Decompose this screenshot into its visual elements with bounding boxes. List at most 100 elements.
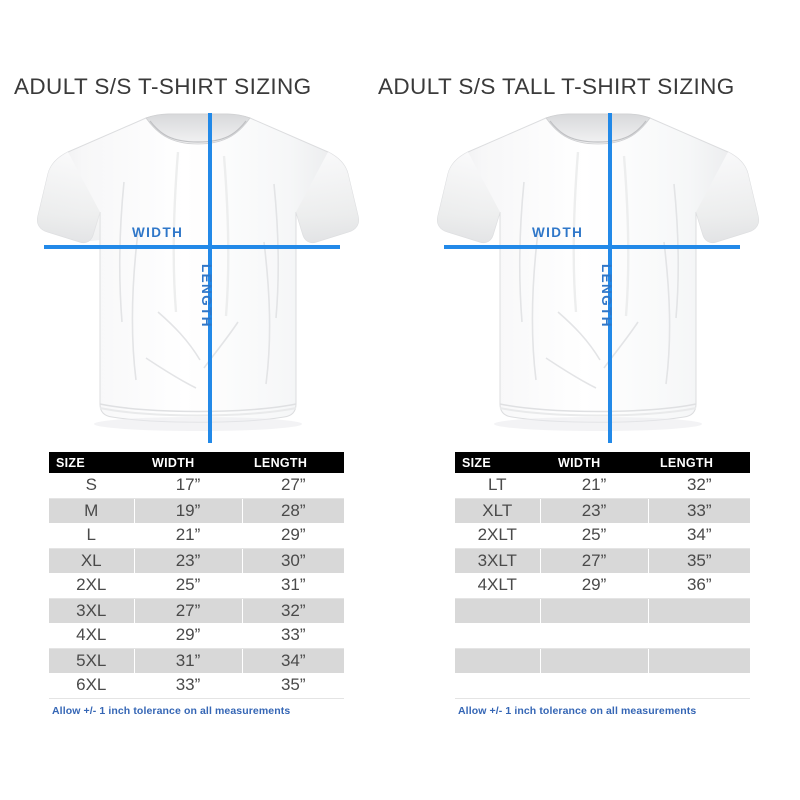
shirt-panel-adult-ss: WIDTH LENGTH <box>28 112 368 448</box>
length-label: LENGTH <box>599 264 614 328</box>
table-row: L 21” 29” <box>49 523 344 549</box>
column-header-width: WIDTH <box>540 452 648 473</box>
cell-width: 25” <box>134 573 243 599</box>
cell-length: 29” <box>242 523 344 549</box>
table-row: 2XL 25” 31” <box>49 573 344 599</box>
cell-size: XL <box>49 548 135 573</box>
cell-size: 3XL <box>49 598 135 623</box>
cell-width: 25” <box>540 523 649 549</box>
cell-size: 6XL <box>49 673 135 699</box>
cell-length <box>648 623 750 649</box>
cell-width: 29” <box>134 623 243 649</box>
cell-length: 28” <box>242 498 344 523</box>
table-row <box>455 673 750 699</box>
cell-length: 33” <box>648 498 750 523</box>
cell-length: 27” <box>242 473 344 499</box>
table-header-row: SIZE WIDTH LENGTH <box>49 452 344 473</box>
cell-length: 33” <box>242 623 344 649</box>
table-row: XL 23” 30” <box>49 548 344 573</box>
table-row: 6XL 33” 35” <box>49 673 344 699</box>
cell-width: 31” <box>134 648 243 673</box>
length-guide-line <box>608 113 612 443</box>
cell-size: XLT <box>455 498 541 523</box>
cell-width: 23” <box>134 548 243 573</box>
table-row: M 19” 28” <box>49 498 344 523</box>
table-row: LT 21” 32” <box>455 473 750 499</box>
cell-width <box>540 623 649 649</box>
page-title-adult-ss-tall: ADULT S/S TALL T-SHIRT SIZING <box>378 74 735 99</box>
cell-size: 4XLT <box>455 573 541 599</box>
width-label: WIDTH <box>532 225 584 240</box>
cell-length: 34” <box>242 648 344 673</box>
cell-length: 30” <box>242 548 344 573</box>
table-body: LT 21” 32” XLT 23” 33” 2XLT 25” 34” 3XLT 27” 35” 4XL… <box>455 473 750 699</box>
page-title-adult-ss: ADULT S/S T-SHIRT SIZING <box>14 74 312 99</box>
table-header: SIZE WIDTH LENGTH <box>455 452 750 473</box>
cell-size: LT <box>455 473 541 499</box>
cell-length: 32” <box>242 598 344 623</box>
cell-width: 27” <box>134 598 243 623</box>
cell-size <box>455 673 541 699</box>
cell-length <box>648 598 750 623</box>
cell-length: 31” <box>242 573 344 599</box>
width-guide-line <box>444 245 740 249</box>
width-guide-line <box>44 245 340 249</box>
length-label: LENGTH <box>199 264 214 328</box>
cell-length <box>648 648 750 673</box>
cell-width: 21” <box>134 523 243 549</box>
table-row: S 17” 27” <box>49 473 344 499</box>
table-body: S 17” 27” M 19” 28” L 21” 29” XL 23” 30” 2XL 25” 31” 3X… <box>49 473 344 699</box>
column-header-length: LENGTH <box>648 452 750 473</box>
tolerance-note-right: Allow +/- 1 inch tolerance on all measur… <box>458 705 697 717</box>
size-table-adult-ss-tall: SIZE WIDTH LENGTH LT 21” 32” XLT 23” 33” 2XLT 2… <box>455 452 750 699</box>
tshirt-icon <box>37 113 359 431</box>
table-row: XLT 23” 33” <box>455 498 750 523</box>
cell-length <box>648 673 750 699</box>
cell-length: 35” <box>242 673 344 699</box>
cell-width: 33” <box>134 673 243 699</box>
cell-size: 3XLT <box>455 548 541 573</box>
column-header-size: SIZE <box>49 452 134 473</box>
size-table: SIZE WIDTH LENGTH S 17” 27” M 19” 28” L 21” 29” X… <box>49 452 344 699</box>
cell-size: L <box>49 523 135 549</box>
cell-size: 2XLT <box>455 523 541 549</box>
cell-length: 32” <box>648 473 750 499</box>
chart-titles: ADULT S/S T-SHIRT SIZING ADULT S/S TALL … <box>0 74 800 108</box>
table-row: 5XL 31” 34” <box>49 648 344 673</box>
cell-length: 36” <box>648 573 750 599</box>
cell-width <box>540 648 649 673</box>
cell-size: 4XL <box>49 623 135 649</box>
table-row: 2XLT 25” 34” <box>455 523 750 549</box>
table-row: 4XL 29” 33” <box>49 623 344 649</box>
length-guide-line <box>208 113 212 443</box>
cell-size <box>455 598 541 623</box>
column-header-length: LENGTH <box>242 452 344 473</box>
cell-width: 29” <box>540 573 649 599</box>
table-row: 3XLT 27” 35” <box>455 548 750 573</box>
column-header-width: WIDTH <box>134 452 242 473</box>
cell-width: 21” <box>540 473 649 499</box>
cell-size <box>455 648 541 673</box>
cell-length: 34” <box>648 523 750 549</box>
shirt-illustration-left: WIDTH LENGTH <box>28 112 368 448</box>
cell-width <box>540 673 649 699</box>
cell-size: 2XL <box>49 573 135 599</box>
width-label: WIDTH <box>132 225 184 240</box>
cell-width <box>540 598 649 623</box>
cell-size: M <box>49 498 135 523</box>
tolerance-note-left: Allow +/- 1 inch tolerance on all measur… <box>52 705 291 717</box>
shirt-panel-adult-ss-tall: WIDTH LENGTH <box>428 112 768 448</box>
table-row: 4XLT 29” 36” <box>455 573 750 599</box>
shirt-illustration-right: WIDTH LENGTH <box>428 112 768 448</box>
table-row <box>455 598 750 623</box>
cell-size: S <box>49 473 135 499</box>
tshirt-icon <box>437 113 759 431</box>
cell-length: 35” <box>648 548 750 573</box>
size-table: SIZE WIDTH LENGTH LT 21” 32” XLT 23” 33” 2XLT 2… <box>455 452 750 699</box>
table-row <box>455 623 750 649</box>
cell-size <box>455 623 541 649</box>
cell-width: 19” <box>134 498 243 523</box>
table-header-row: SIZE WIDTH LENGTH <box>455 452 750 473</box>
cell-size: 5XL <box>49 648 135 673</box>
cell-width: 23” <box>540 498 649 523</box>
